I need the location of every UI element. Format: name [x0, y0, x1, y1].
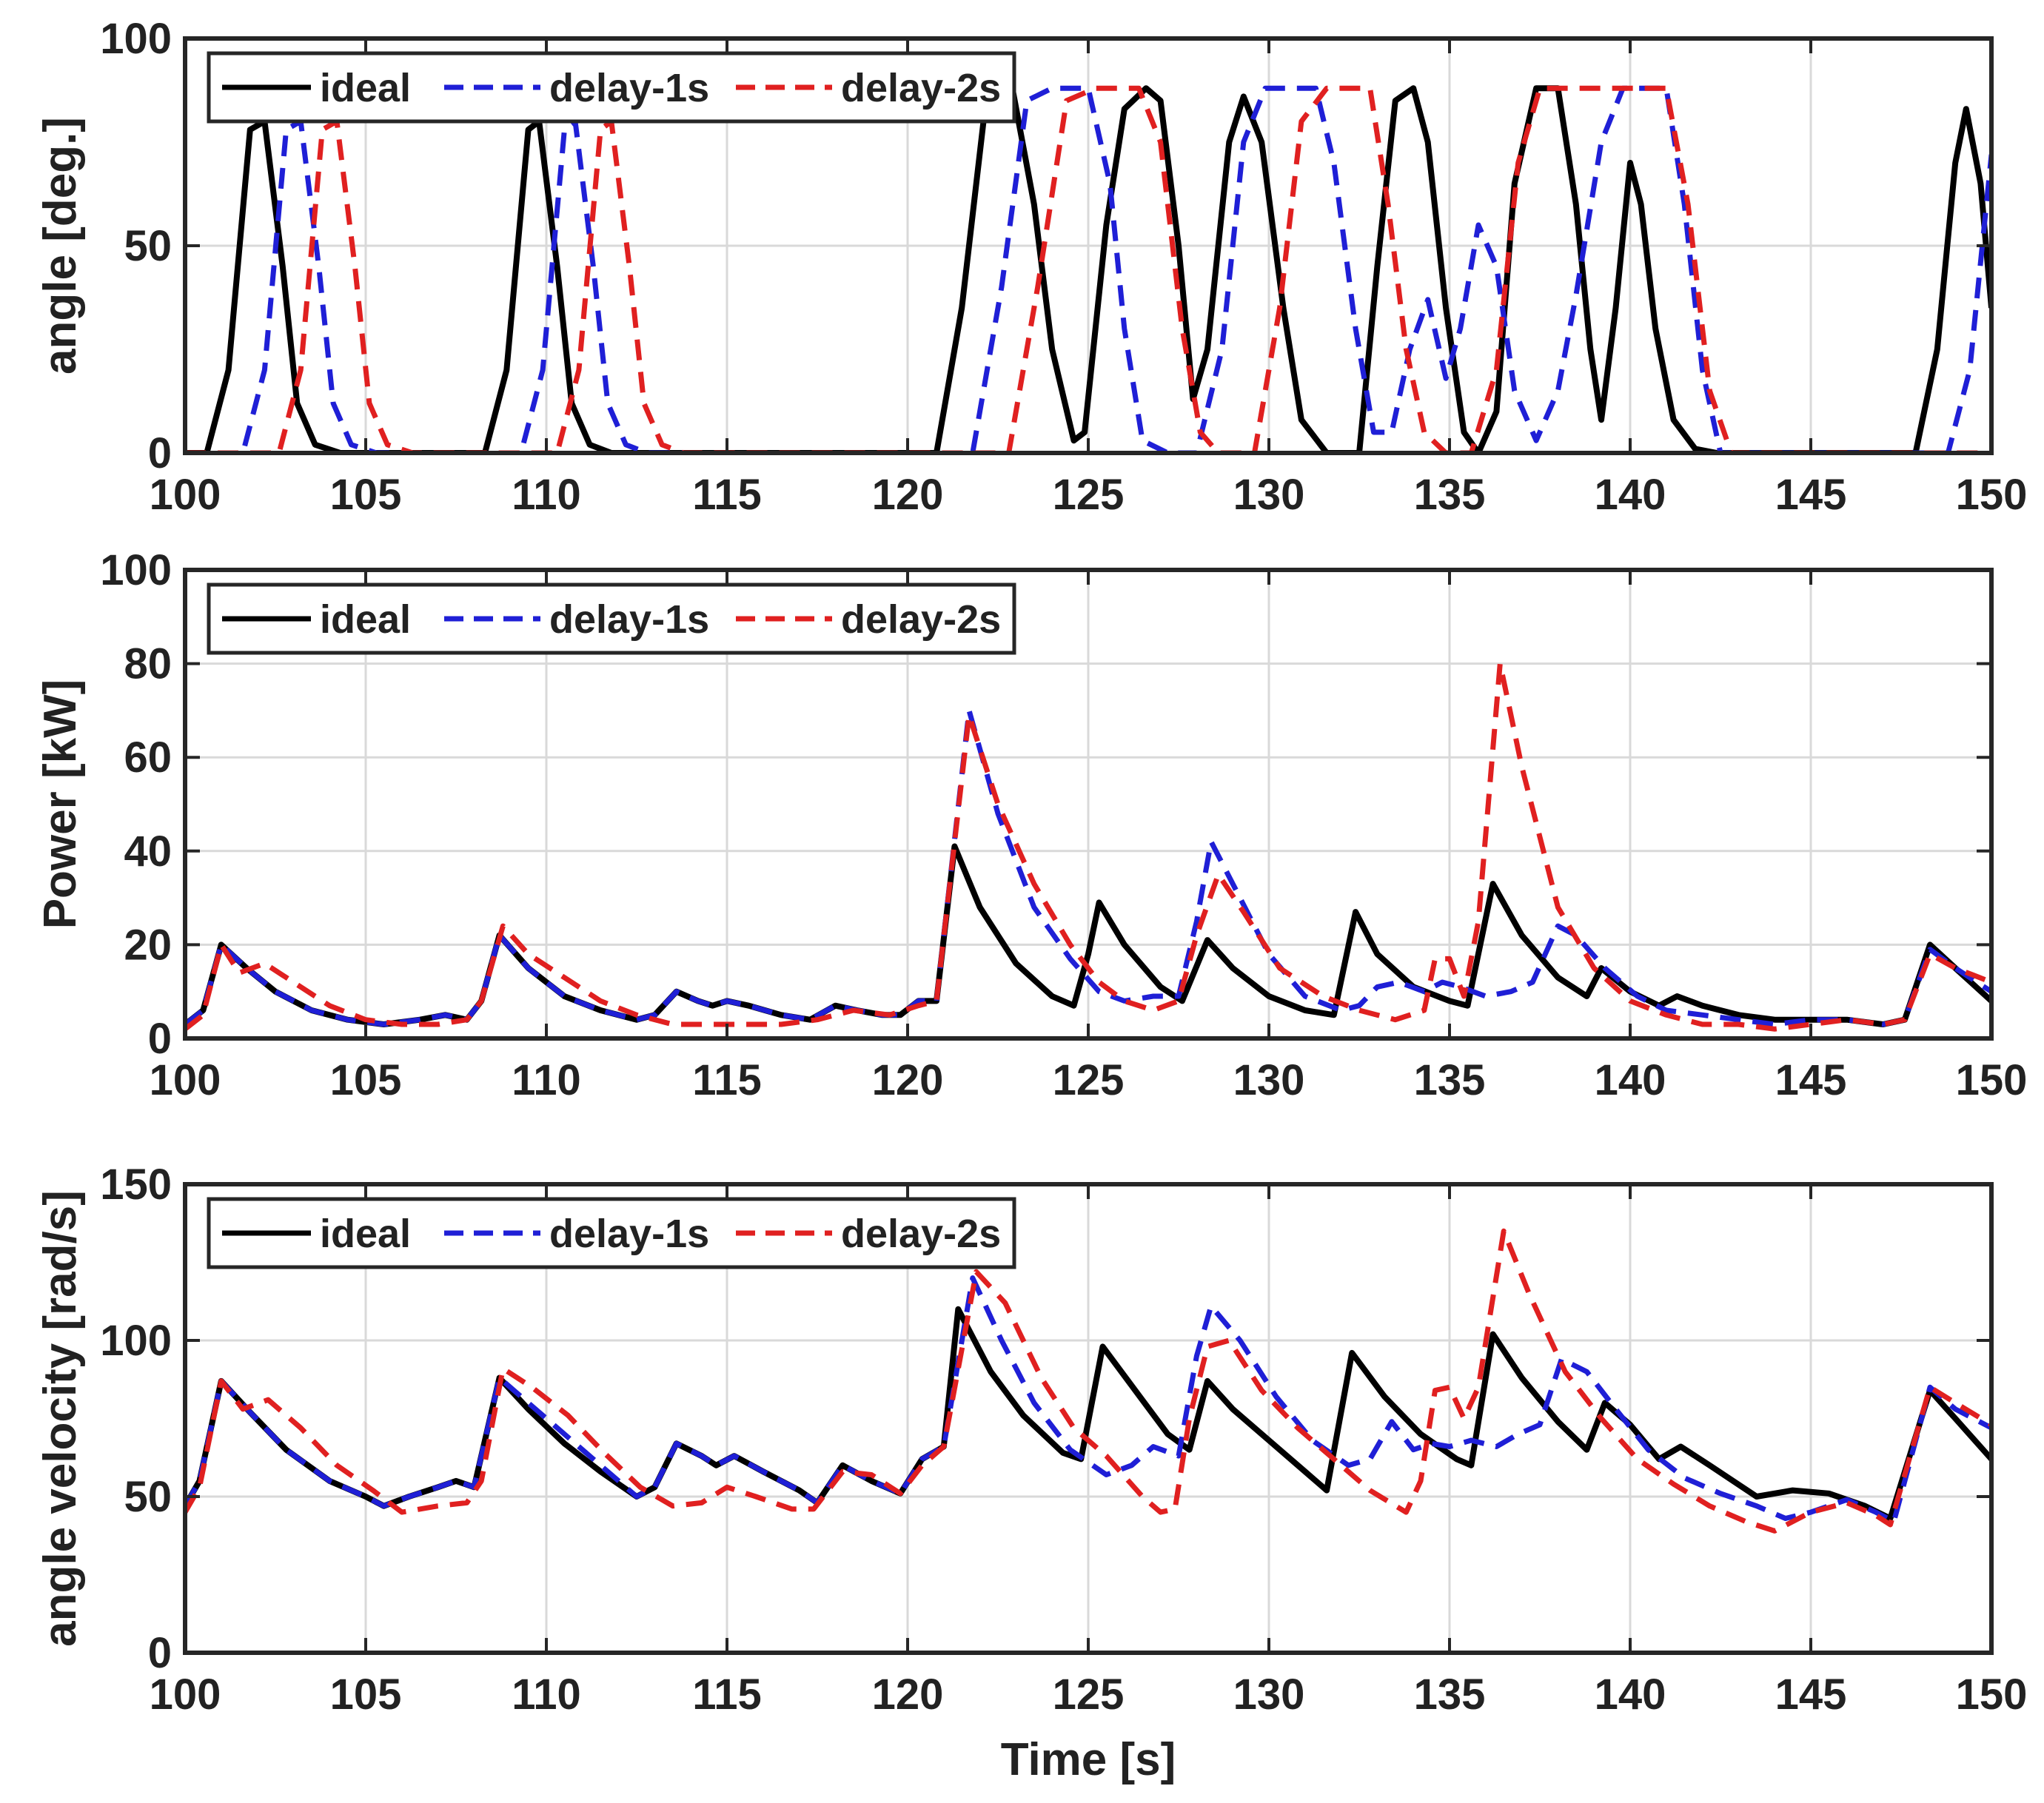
legend-label-delay-1s: delay-1s: [549, 597, 709, 642]
legend-box: [207, 582, 1016, 655]
x-tick-label: 110: [512, 471, 581, 519]
panel-velocity: 100 105 110 115 120 125 130 135 140 145 150 0 50 100 1…: [35, 1161, 2027, 1785]
y-axis-title: Power [kW]: [35, 679, 86, 930]
series-line-delay-1s: [185, 1275, 1991, 1525]
x-tick-label: 120: [872, 471, 944, 519]
x-tick-label: 145: [1775, 471, 1847, 519]
series-line-delay-2s: [185, 1228, 1991, 1534]
panel-angle: 100 105 110 115 120 125 130 135 140 145 150 0 50 100 a…: [35, 15, 2027, 519]
legend-label-delay-2s: delay-2s: [841, 66, 1001, 110]
y-tick-label: 0: [148, 429, 172, 477]
x-tick-label: 145: [1775, 1056, 1847, 1104]
x-tick-label: 150: [1956, 1671, 2028, 1719]
x-tick-label: 140: [1595, 471, 1666, 519]
x-tick-label: 130: [1233, 471, 1305, 519]
x-tick-label: 125: [1053, 1671, 1125, 1719]
x-tick-label: 115: [692, 471, 762, 519]
x-tick-label: 100: [150, 1056, 221, 1104]
legend-label-ideal: ideal: [320, 1212, 411, 1256]
y-tick-label: 150: [100, 1161, 172, 1209]
x-tick-label: 115: [692, 1671, 762, 1719]
x-tick-label: 140: [1595, 1056, 1666, 1104]
x-tick-label: 105: [330, 1056, 402, 1104]
legend-label-delay-1s: delay-1s: [549, 1212, 709, 1256]
x-tick-label: 120: [872, 1671, 944, 1719]
x-tick-label: 115: [692, 1056, 762, 1104]
x-tick-label: 110: [512, 1671, 581, 1719]
x-tick-label: 150: [1956, 471, 2028, 519]
x-tick-label: 135: [1414, 471, 1486, 519]
y-axis-title: angle velocity [rad/s]: [35, 1190, 86, 1647]
y-tick-label: 100: [100, 1317, 172, 1365]
x-tick-label: 110: [512, 1056, 581, 1104]
series-line-delay-2s: [185, 85, 1991, 453]
legend-label-ideal: ideal: [320, 597, 411, 642]
legend-box: [207, 51, 1016, 124]
x-tick-label: 125: [1053, 1056, 1125, 1104]
x-tick-label: 125: [1053, 471, 1125, 519]
x-tick-label: 150: [1956, 1056, 2028, 1104]
legend: ideal delay-1s delay-2s: [207, 51, 1016, 124]
series-line-delay-1s: [185, 85, 1991, 453]
legend-label-delay-1s: delay-1s: [549, 66, 709, 110]
y-tick-label: 80: [124, 640, 172, 688]
y-tick-label: 40: [124, 827, 172, 876]
x-tick-label: 120: [872, 1056, 944, 1104]
y-tick-label: 20: [124, 921, 172, 969]
x-tick-label: 100: [150, 1671, 221, 1719]
x-tick-label: 105: [330, 1671, 402, 1719]
y-axis-title: angle [deg.]: [35, 117, 86, 375]
legend-label-delay-2s: delay-2s: [841, 1212, 1001, 1256]
legend-box: [207, 1197, 1016, 1269]
y-tick-label: 0: [148, 1629, 172, 1677]
y-tick-label: 50: [124, 222, 172, 270]
x-tick-label: 140: [1595, 1671, 1666, 1719]
series-line-ideal: [185, 85, 1991, 453]
x-axis-title: Time [s]: [1001, 1734, 1176, 1785]
x-tick-label: 105: [330, 471, 402, 519]
x-tick-label: 135: [1414, 1056, 1486, 1104]
legend-label-delay-2s: delay-2s: [841, 597, 1001, 642]
x-tick-label: 135: [1414, 1671, 1486, 1719]
y-tick-label: 0: [148, 1015, 172, 1063]
legend-label-ideal: ideal: [320, 66, 411, 110]
series-line-delay-1s: [185, 708, 1991, 1027]
x-tick-label: 145: [1775, 1671, 1847, 1719]
x-tick-label: 130: [1233, 1056, 1305, 1104]
y-tick-label: 100: [100, 546, 172, 594]
legend: ideal delay-1s delay-2s: [207, 582, 1016, 655]
y-tick-label: 50: [124, 1473, 172, 1521]
y-tick-label: 100: [100, 15, 172, 63]
y-tick-label: 60: [124, 733, 172, 782]
legend: ideal delay-1s delay-2s: [207, 1197, 1016, 1269]
panel-power: 100 105 110 115 120 125 130 135 140 145 150 0 20 40 60…: [35, 546, 2027, 1104]
series-line-delay-2s: [185, 661, 1991, 1032]
x-tick-label: 100: [150, 471, 221, 519]
x-tick-label: 130: [1233, 1671, 1305, 1719]
